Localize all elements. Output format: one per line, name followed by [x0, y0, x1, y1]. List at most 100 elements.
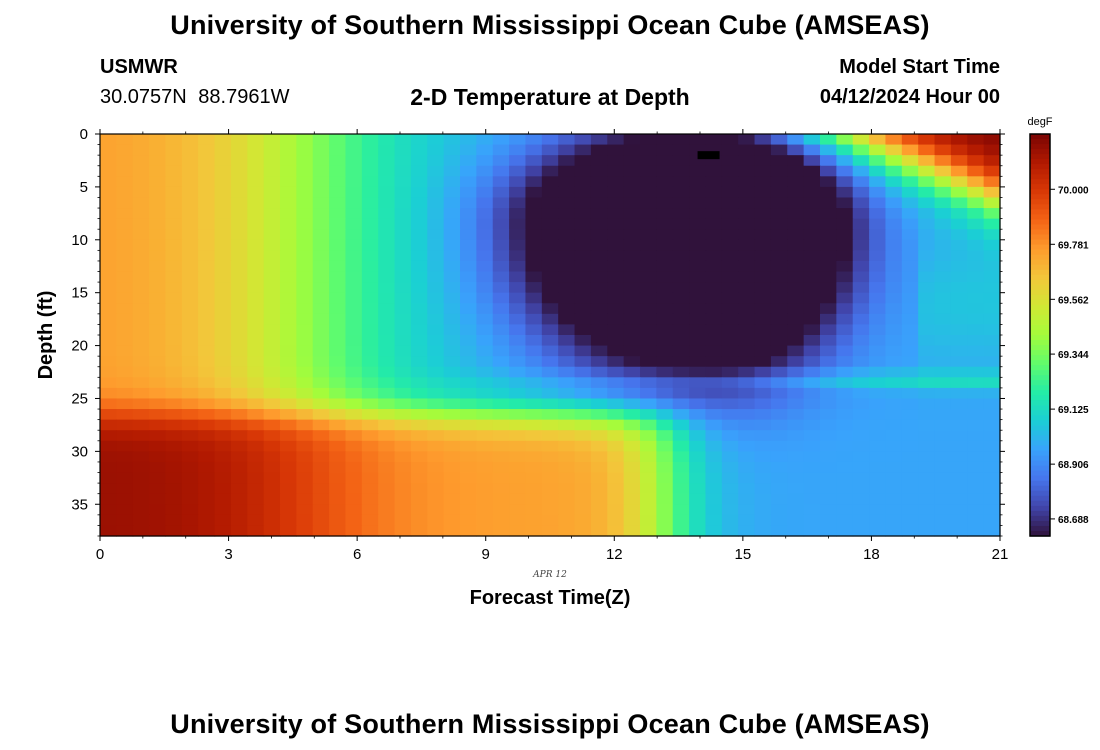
- heatmap-cell: [558, 430, 576, 442]
- heatmap-cell: [460, 197, 477, 209]
- heatmap-cell: [689, 176, 707, 188]
- colorbar-segment: [1030, 375, 1050, 381]
- heatmap-cell: [427, 483, 445, 495]
- colorbar-segment: [1030, 340, 1050, 346]
- heatmap-cell: [934, 440, 952, 452]
- heatmap-cell: [967, 356, 985, 368]
- heatmap-cell: [623, 419, 641, 431]
- heatmap-cell: [296, 504, 314, 516]
- heatmap-cell: [541, 504, 559, 516]
- heatmap-cell: [443, 461, 461, 474]
- heatmap-cell: [689, 398, 707, 410]
- heatmap-cell: [787, 324, 805, 336]
- heatmap-cell: [967, 197, 985, 209]
- heatmap-cell: [918, 419, 936, 431]
- heatmap-cell: [525, 292, 543, 304]
- heatmap-cell: [476, 430, 494, 442]
- heatmap-cell: [541, 155, 559, 167]
- heatmap-cell: [934, 134, 952, 146]
- heatmap-cell: [181, 398, 199, 410]
- heatmap-cell: [214, 197, 232, 209]
- heatmap-cell: [230, 430, 248, 442]
- heatmap-cell: [460, 483, 477, 495]
- heatmap-cell: [950, 208, 968, 220]
- heatmap-cell: [541, 303, 559, 315]
- heatmap-cell: [509, 472, 527, 484]
- heatmap-cell: [427, 271, 445, 283]
- heatmap-cell: [525, 271, 543, 283]
- colorbar-segment: [1030, 415, 1050, 422]
- heatmap-cell: [721, 197, 739, 209]
- heatmap-cell: [378, 461, 396, 474]
- heatmap-cell: [820, 208, 837, 220]
- heatmap-cell: [885, 493, 903, 505]
- heatmap-cell: [525, 303, 543, 315]
- heatmap-cell: [950, 377, 968, 389]
- colorbar-segment: [1030, 495, 1050, 502]
- heatmap-cell: [885, 229, 903, 241]
- heatmap-cell: [869, 229, 887, 241]
- heatmap-cell: [345, 366, 363, 378]
- heatmap-cell: [492, 218, 510, 230]
- heatmap-cell: [132, 197, 150, 209]
- heatmap-cell: [705, 239, 723, 251]
- heatmap-cell: [509, 250, 527, 262]
- heatmap-cell: [770, 134, 788, 146]
- heatmap-cell: [476, 335, 494, 347]
- heatmap-cell: [427, 356, 445, 368]
- heatmap-cell: [934, 218, 952, 230]
- heatmap-cell: [345, 398, 363, 410]
- heatmap-cell: [378, 250, 396, 262]
- heatmap-cell: [934, 430, 952, 442]
- heatmap-cell: [590, 144, 608, 156]
- heatmap-cell: [394, 324, 412, 336]
- heatmap-cell: [590, 292, 608, 304]
- heatmap-cell: [247, 239, 265, 251]
- heatmap-cell: [100, 514, 117, 527]
- heatmap-cell: [460, 324, 477, 336]
- heatmap-cell: [983, 144, 1001, 156]
- heatmap-cell: [345, 356, 363, 368]
- heatmap-cell: [885, 250, 903, 262]
- heatmap-cell: [410, 186, 428, 199]
- heatmap-cell: [116, 229, 134, 241]
- heatmap-cell: [721, 483, 739, 495]
- heatmap-cell: [230, 419, 248, 431]
- heatmap-cell: [312, 440, 330, 452]
- heatmap-cell: [901, 472, 919, 484]
- heatmap-cell: [738, 377, 756, 389]
- heatmap-cell: [378, 186, 396, 199]
- heatmap-cell: [640, 366, 657, 378]
- heatmap-cell: [607, 197, 625, 209]
- heatmap-cell: [967, 387, 985, 400]
- heatmap-cell: [705, 144, 723, 156]
- heatmap-cell: [149, 186, 167, 199]
- heatmap-cell: [296, 324, 314, 336]
- heatmap-cell: [378, 430, 396, 442]
- heatmap-cell: [574, 197, 592, 209]
- heatmap-cell: [476, 451, 494, 463]
- heatmap-cell: [263, 525, 281, 537]
- heatmap-cell: [689, 493, 707, 505]
- heatmap-cell: [590, 461, 608, 474]
- heatmap-cell: [721, 165, 739, 177]
- heatmap-cell: [443, 419, 461, 431]
- heatmap-cell: [165, 144, 183, 156]
- heatmap-cell: [149, 483, 167, 495]
- heatmap-cell: [116, 409, 134, 421]
- heatmap-cell: [721, 208, 739, 220]
- heatmap-cell: [394, 440, 412, 452]
- heatmap-cell: [525, 493, 543, 505]
- heatmap-cell: [541, 271, 559, 283]
- heatmap-cell: [983, 165, 1001, 177]
- heatmap-cell: [525, 398, 543, 410]
- heatmap-cell: [803, 377, 821, 389]
- heatmap-cell: [590, 176, 608, 188]
- heatmap-cell: [296, 366, 314, 378]
- heatmap-cell: [541, 451, 559, 463]
- heatmap-cell: [787, 239, 805, 251]
- heatmap-cell: [721, 461, 739, 474]
- heatmap-cell: [983, 483, 1001, 495]
- heatmap-cell: [869, 366, 887, 378]
- heatmap-cell: [280, 303, 297, 315]
